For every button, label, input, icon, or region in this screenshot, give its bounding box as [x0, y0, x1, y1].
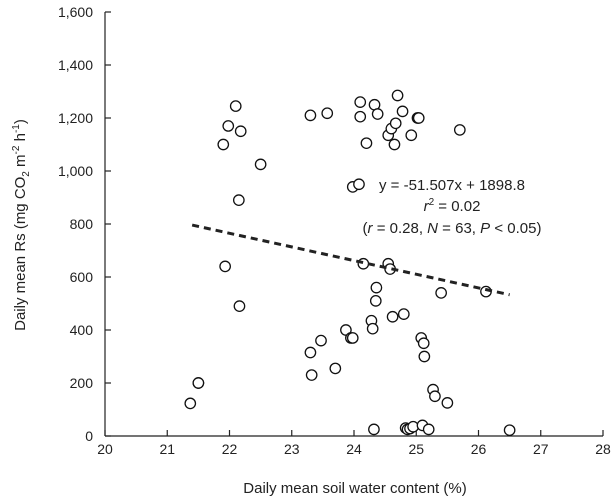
data-point	[368, 423, 380, 436]
x-tick-label: 23	[284, 441, 300, 457]
data-point	[386, 310, 399, 323]
data-point	[219, 260, 231, 273]
x-tick-label: 27	[533, 441, 549, 457]
y-tick-label: 0	[85, 428, 93, 444]
y-axis-title: Daily mean Rs (mg CO2 m-2 h-1)	[11, 119, 32, 331]
x-tick-label: 26	[471, 441, 487, 457]
x-tick-label: 25	[408, 441, 424, 457]
data-point	[370, 281, 383, 294]
data-point	[184, 397, 197, 410]
y-tick-label: 1,400	[58, 57, 93, 73]
x-tick-label: 28	[595, 441, 611, 457]
trend-line	[191, 223, 510, 297]
y-tick-label: 600	[70, 269, 94, 285]
data-point	[369, 294, 382, 307]
data-point	[366, 322, 379, 335]
data-point	[371, 108, 384, 120]
y-tick-label: 1,200	[58, 110, 93, 126]
data-point	[304, 346, 317, 359]
data-point	[441, 397, 454, 409]
data-point	[346, 332, 359, 344]
data-point	[304, 109, 317, 122]
data-point	[357, 257, 370, 270]
y-tick-label: 1,000	[58, 163, 93, 179]
stats-label: (r = 0.28, N = 63, P < 0.05)	[363, 220, 542, 237]
regression-annotation: y = -51.507x + 1898.8 r2 = 0.02 (r = 0.2…	[363, 177, 542, 237]
data-point	[192, 377, 205, 389]
data-point	[329, 362, 342, 375]
y-tick-label: 800	[70, 216, 94, 232]
data-point	[354, 96, 367, 108]
data-point	[354, 110, 367, 123]
data-point	[360, 137, 373, 150]
x-tick-label: 20	[97, 441, 113, 457]
data-point	[353, 178, 365, 191]
data-point	[229, 100, 242, 112]
r-squared-label: r2 = 0.02	[424, 197, 481, 215]
x-tick-labels: 20 21 22 23 24 25 26 27 28	[97, 441, 611, 457]
data-point	[453, 124, 466, 136]
data-point	[222, 120, 235, 132]
y-tick-label: 1,600	[58, 4, 93, 20]
data-point	[254, 158, 267, 171]
data-points	[184, 89, 516, 437]
data-point	[305, 369, 318, 381]
x-tick-label: 24	[346, 441, 362, 457]
data-point	[388, 138, 401, 151]
y-tick-label: 200	[70, 375, 94, 391]
x-axis-title: Daily mean soil water content (%)	[243, 480, 466, 497]
data-point	[234, 125, 247, 138]
data-point	[232, 194, 245, 206]
x-tick-label: 21	[159, 441, 175, 457]
y-tick-label: 400	[70, 322, 94, 338]
data-point	[422, 423, 435, 436]
data-point	[503, 424, 516, 437]
data-point	[217, 138, 230, 151]
data-point	[315, 334, 327, 347]
data-point	[233, 300, 246, 312]
data-point	[396, 105, 409, 118]
data-point	[391, 89, 404, 102]
data-point	[397, 308, 410, 320]
data-point	[418, 350, 431, 363]
data-point	[405, 129, 418, 142]
data-point	[321, 107, 334, 120]
data-point	[412, 112, 425, 124]
data-point	[435, 287, 447, 299]
x-tick-label: 22	[222, 441, 238, 457]
tick-marks	[104, 11, 604, 437]
data-point	[417, 337, 430, 350]
data-point	[389, 117, 402, 130]
y-tick-labels: 0 200 400 600 800 1,000 1,200 1,400 1,600	[58, 4, 93, 444]
data-point	[429, 390, 441, 403]
equation-label: y = -51.507x + 1898.8	[379, 177, 525, 194]
